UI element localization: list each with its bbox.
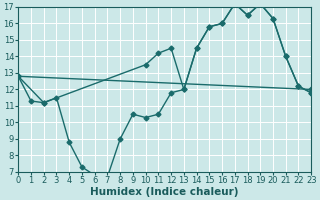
X-axis label: Humidex (Indice chaleur): Humidex (Indice chaleur) [91,187,239,197]
